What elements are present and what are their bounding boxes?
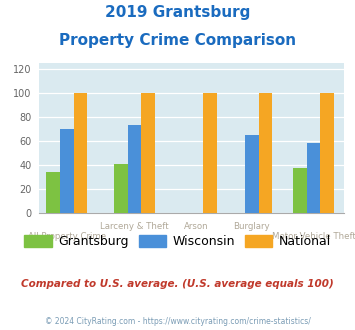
Text: Compared to U.S. average. (U.S. average equals 100): Compared to U.S. average. (U.S. average … bbox=[21, 279, 334, 289]
Text: © 2024 CityRating.com - https://www.cityrating.com/crime-statistics/: © 2024 CityRating.com - https://www.city… bbox=[45, 317, 310, 326]
Bar bbox=[259, 93, 272, 213]
Bar bbox=[128, 125, 141, 213]
Bar bbox=[203, 93, 217, 213]
Bar bbox=[114, 164, 128, 213]
Text: All Property Crime: All Property Crime bbox=[28, 232, 106, 241]
Text: Burglary: Burglary bbox=[234, 222, 270, 231]
Bar bbox=[73, 93, 87, 213]
Text: 2019 Grantsburg: 2019 Grantsburg bbox=[105, 5, 250, 20]
Bar bbox=[141, 93, 155, 213]
Text: Larceny & Theft: Larceny & Theft bbox=[100, 222, 169, 231]
Bar bbox=[307, 143, 320, 213]
Legend: Grantsburg, Wisconsin, National: Grantsburg, Wisconsin, National bbox=[19, 230, 336, 253]
Bar bbox=[320, 93, 334, 213]
Text: Motor Vehicle Theft: Motor Vehicle Theft bbox=[272, 232, 355, 241]
Bar bbox=[293, 168, 307, 213]
Text: Property Crime Comparison: Property Crime Comparison bbox=[59, 33, 296, 48]
Bar bbox=[47, 172, 60, 213]
Bar bbox=[60, 129, 73, 213]
Text: Arson: Arson bbox=[184, 222, 209, 231]
Bar bbox=[245, 135, 259, 213]
